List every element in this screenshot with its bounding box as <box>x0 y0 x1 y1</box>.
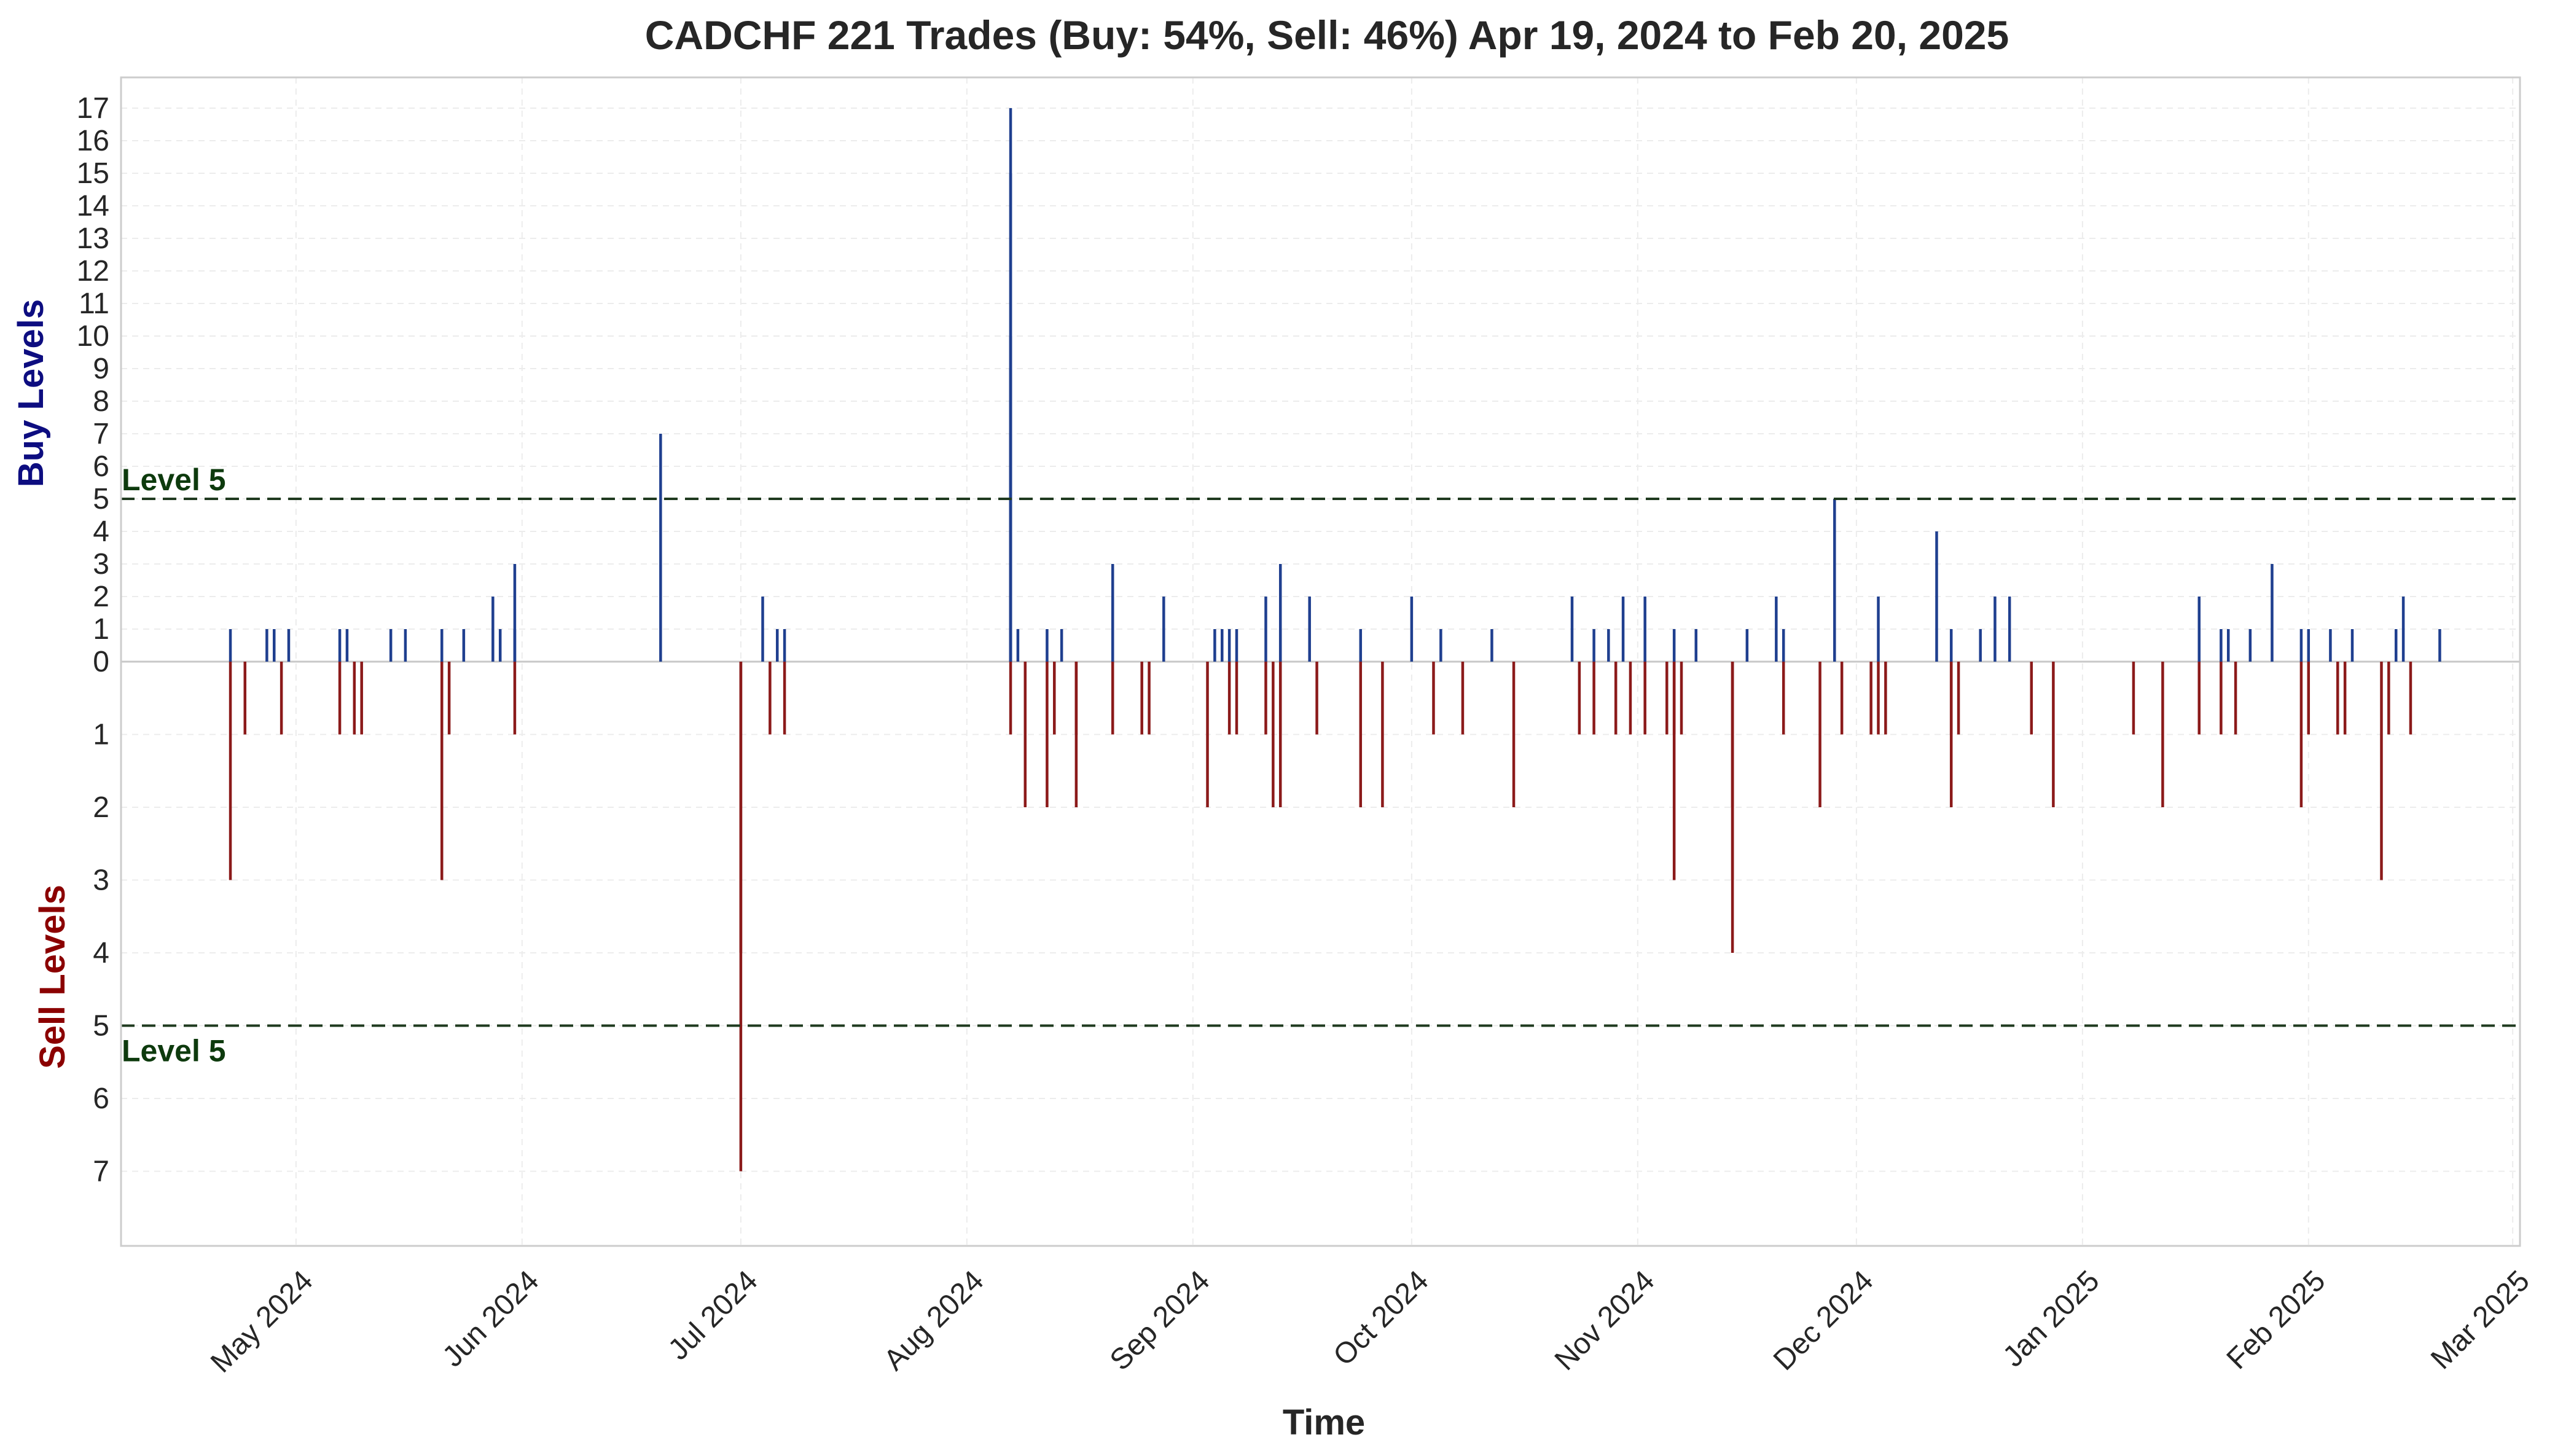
y-tick-buy: 4 <box>93 515 109 548</box>
sell-level-label: Level 5 <box>122 1034 226 1068</box>
y-tick-sell: 1 <box>93 719 109 751</box>
chart-title: CADCHF 221 Trades (Buy: 54%, Sell: 46%) … <box>645 12 2009 58</box>
sell-axis-label: Sell Levels <box>33 885 72 1069</box>
grid-lines <box>121 77 2520 1246</box>
y-tick-buy: 12 <box>77 255 109 288</box>
y-tick-sell: 5 <box>93 1010 109 1043</box>
y-tick-buy: 6 <box>93 450 109 483</box>
y-tick-buy: 0 <box>93 646 109 678</box>
reference-lines: Level 5 Level 5 <box>121 463 2520 1068</box>
y-tick-buy: 1 <box>93 613 109 646</box>
y-tick-buy: 11 <box>79 288 109 320</box>
x-axis-label: Time <box>1283 1403 1365 1442</box>
y-tick-buy: 7 <box>93 418 109 450</box>
y-tick-buy: 15 <box>77 157 109 190</box>
y-tick-sell: 6 <box>93 1082 109 1115</box>
y-tick-buy: 2 <box>93 581 109 613</box>
y-tick-buy: 14 <box>77 190 109 222</box>
y-tick-sell: 4 <box>93 937 109 969</box>
y-tick-sell: 2 <box>93 791 109 824</box>
plot-frame <box>120 76 2521 1247</box>
y-tick-buy: 5 <box>93 483 109 515</box>
buy-level-label: Level 5 <box>122 463 226 497</box>
y-tick-buy: 9 <box>93 353 109 385</box>
y-tick-sell: 3 <box>93 864 109 897</box>
buy-axis-label: Buy Levels <box>11 299 51 487</box>
y-tick-buy: 13 <box>77 222 109 255</box>
y-tick-sell: 7 <box>93 1156 109 1188</box>
trade-bars <box>229 108 2441 1172</box>
y-tick-buy: 10 <box>77 320 109 353</box>
y-tick-buy: 8 <box>93 385 109 418</box>
y-tick-buy: 16 <box>77 125 109 157</box>
y-tick-buy: 3 <box>93 548 109 581</box>
y-tick-buy: 17 <box>77 92 109 125</box>
